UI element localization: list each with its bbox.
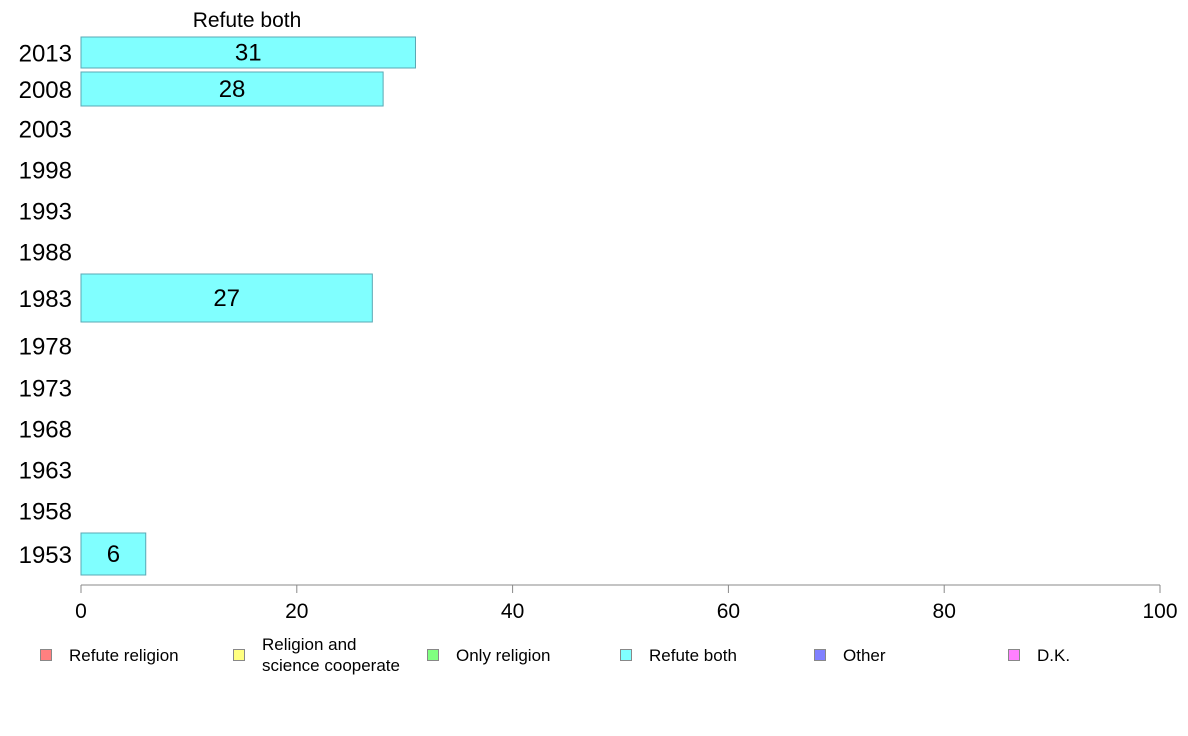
legend: Refute religion Religion and science coo… [0, 630, 1188, 690]
y-tick-label: 1988 [19, 240, 72, 267]
legend-item-refute-both: Refute both [620, 630, 737, 680]
bar-2008 [80, 71, 384, 107]
y-tick-label: 2013 [19, 41, 72, 68]
y-tick-label: 1978 [19, 334, 72, 361]
legend-swatch [1008, 649, 1020, 661]
bar-2013 [80, 36, 416, 69]
legend-swatch [427, 649, 439, 661]
y-tick-label: 2003 [19, 117, 72, 144]
y-tick-label: 1973 [19, 376, 72, 403]
bar-1953 [80, 532, 147, 576]
x-tick-label: 60 [717, 600, 740, 623]
x-tick-label: 40 [501, 600, 524, 623]
data-label-1983: 27 [213, 285, 240, 312]
legend-item-refute-religion: Refute religion [40, 630, 179, 680]
legend-label: Other [843, 645, 886, 665]
x-tick-label: 0 [75, 600, 87, 623]
chart-title: Refute both [193, 9, 302, 32]
legend-item-only-religion: Only religion [427, 630, 551, 680]
legend-label: D.K. [1037, 645, 1071, 665]
legend-item-dk: D.K. [1008, 630, 1070, 680]
x-tick-label: 100 [1142, 600, 1177, 623]
data-label-1953: 6 [107, 541, 120, 568]
y-tick-label: 1993 [19, 199, 72, 226]
y-tick-label: 1963 [19, 458, 72, 485]
y-tick-label: 1958 [19, 499, 72, 526]
legend-label: Religion and science cooperate [262, 635, 400, 675]
bar-1983 [80, 273, 373, 323]
legend-label: Only religion [456, 645, 551, 665]
x-tick-label: 20 [285, 600, 308, 623]
legend-item-other: Other [814, 630, 886, 680]
legend-label: Refute both [649, 645, 737, 665]
legend-label: Refute religion [69, 645, 179, 665]
data-label-2008: 28 [219, 76, 246, 103]
y-tick-label: 1968 [19, 417, 72, 444]
data-label-2013: 31 [235, 40, 262, 67]
y-tick-label: 1998 [19, 158, 72, 185]
y-tick-label: 2008 [19, 77, 72, 104]
y-tick-label: 1983 [19, 286, 72, 313]
y-tick-label: 1953 [19, 542, 72, 569]
legend-swatch [40, 649, 52, 661]
x-tick-label: 80 [933, 600, 956, 623]
legend-swatch [620, 649, 632, 661]
legend-swatch [233, 649, 245, 661]
legend-item-religion-and-science-cooperate: Religion and science cooperate [233, 630, 400, 680]
legend-swatch [814, 649, 826, 661]
